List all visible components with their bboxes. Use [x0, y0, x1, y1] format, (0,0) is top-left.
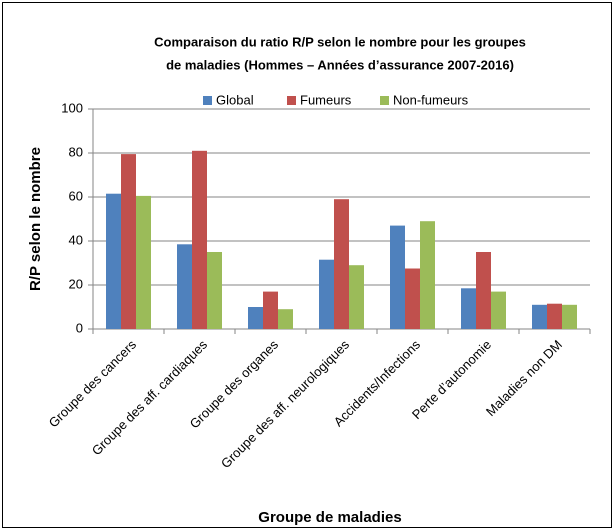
- bar: [121, 154, 136, 329]
- bar: [461, 288, 476, 329]
- bar: [532, 304, 547, 329]
- legend-swatch: [380, 96, 389, 105]
- chart-title: de maladies (Hommes – Années d’assurance…: [166, 57, 514, 72]
- bar: [420, 221, 435, 329]
- legend-label: Global: [216, 92, 254, 107]
- y-tick-label: 80: [69, 144, 83, 159]
- legend-label: Non-fumeurs: [393, 92, 469, 107]
- legend-swatch: [287, 96, 296, 105]
- bar: [547, 303, 562, 329]
- bar: [349, 265, 364, 329]
- bar: [248, 307, 263, 329]
- bar: [390, 225, 405, 329]
- legend-label: Fumeurs: [300, 92, 352, 107]
- y-axis-title: R/P selon le nombre: [27, 147, 44, 291]
- chart-title: Comparaison du ratio R/P selon le nombre…: [154, 34, 526, 49]
- bar: [278, 309, 293, 329]
- y-tick-label: 40: [69, 232, 83, 247]
- bar: [491, 291, 506, 329]
- bar: [319, 259, 334, 329]
- bar: [562, 304, 577, 329]
- y-tick-label: 20: [69, 276, 83, 291]
- bar: [476, 252, 491, 329]
- y-tick-label: 60: [69, 188, 83, 203]
- bar: [106, 193, 121, 329]
- bar: [405, 268, 420, 329]
- bar: [334, 199, 349, 329]
- bar: [263, 291, 278, 329]
- bar: [192, 150, 207, 329]
- bar: [177, 244, 192, 329]
- y-tick-label: 0: [76, 320, 83, 335]
- y-tick-label: 100: [61, 100, 83, 115]
- x-axis-title: Groupe de maladies: [258, 509, 401, 526]
- legend-swatch: [203, 96, 212, 105]
- bar: [136, 195, 151, 329]
- bar: [207, 252, 222, 329]
